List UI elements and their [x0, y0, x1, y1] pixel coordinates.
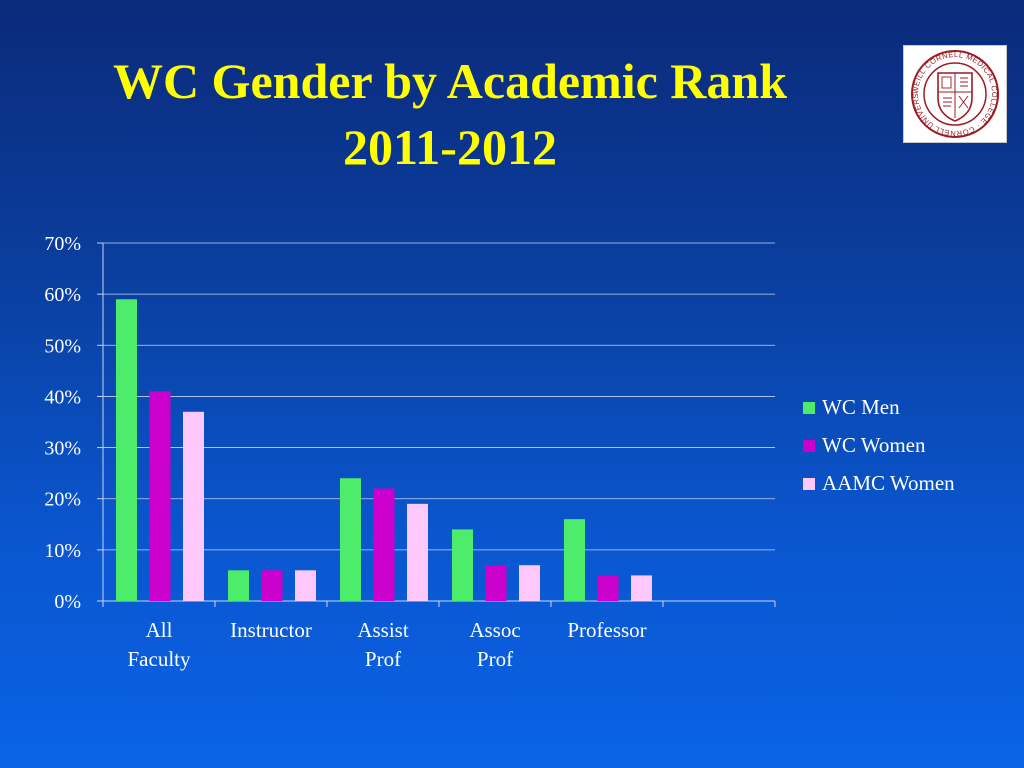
bar-aamc-women — [183, 411, 204, 601]
bar-aamc-women — [519, 565, 540, 601]
y-tick-label: 30% — [44, 438, 81, 460]
bar-wc-women — [149, 391, 171, 601]
bar-wc-women — [597, 575, 619, 601]
x-axis-labels: All Faculty Instructor Assist Prof Assoc Prof P… — [128, 618, 647, 671]
bar-aamc-women — [407, 503, 428, 601]
y-tick-label: 60% — [44, 284, 81, 306]
legend-label: WC Women — [822, 433, 926, 457]
x-tick-label: All — [146, 618, 173, 642]
y-tick-label: 0% — [54, 591, 81, 613]
x-tick-label: Professor — [567, 618, 646, 642]
bar-aamc-women — [295, 570, 316, 601]
title-line-1: WC Gender by Academic Rank — [112, 53, 788, 109]
legend-swatch — [803, 402, 815, 414]
seal-icon: WEILL CORNELL MEDICAL COLLEGE · CORNELL … — [901, 39, 999, 138]
x-tick-label: Instructor — [230, 618, 312, 642]
y-tick-label: 50% — [44, 335, 81, 357]
bar-aamc-women — [631, 575, 652, 601]
y-tick-label: 70% — [44, 233, 81, 255]
bars — [116, 299, 652, 601]
legend: WC Men WC Women AAMC Women — [803, 395, 955, 495]
y-tick-label: 40% — [44, 386, 81, 408]
y-tick-label: 20% — [44, 489, 81, 511]
bar-wc-men — [116, 299, 137, 601]
gridlines — [103, 242, 775, 551]
bar-wc-women — [261, 570, 283, 601]
bar-chart: 0% 10% 20% 30% 40% 50% 60% 70% All Faculty Instru… — [44, 233, 955, 671]
bar-wc-men — [340, 478, 361, 601]
slide-title: WC Gender by Academic Rank 2011-2012 — [0, 48, 900, 180]
legend-label: AAMC Women — [822, 471, 955, 495]
legend-swatch — [803, 440, 815, 452]
legend-swatch — [803, 478, 815, 490]
legend-label: WC Men — [822, 395, 900, 419]
x-tick-label: Assoc — [469, 618, 520, 642]
bar-wc-men — [564, 519, 585, 601]
x-tick-label: Assist — [357, 618, 409, 642]
cornell-seal-logo: WEILL CORNELL MEDICAL COLLEGE · CORNELL … — [901, 39, 1007, 143]
x-tick-label: Faculty — [128, 647, 191, 671]
title-line-2: 2011-2012 — [343, 119, 557, 175]
bar-wc-women — [373, 488, 395, 601]
bar-wc-women — [485, 565, 507, 601]
y-tick-label: 10% — [44, 540, 81, 562]
axes: 0% 10% 20% 30% 40% 50% 60% 70% — [44, 233, 776, 613]
x-tick-label: Prof — [365, 647, 401, 671]
bar-wc-men — [452, 529, 473, 601]
bar-wc-men — [228, 570, 249, 601]
x-tick-label: Prof — [477, 647, 513, 671]
